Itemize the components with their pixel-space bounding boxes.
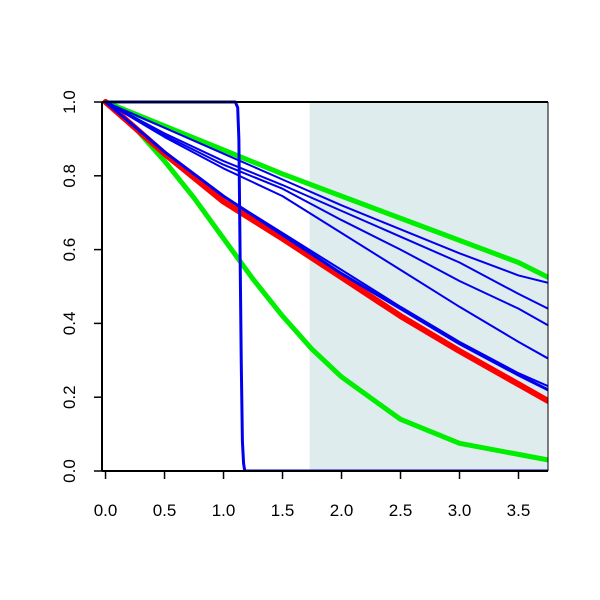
- series-line-8: [104, 101, 548, 310]
- x-tick-label: 3.5: [507, 501, 531, 520]
- series-layer: [102, 99, 548, 471]
- series-line-9: [104, 101, 548, 284]
- x-tick-label: 0.5: [153, 501, 177, 520]
- y-tick-label: 1.0: [60, 90, 79, 114]
- y-tick-label: 0.8: [60, 164, 79, 188]
- x-tick-label: 0.0: [94, 501, 118, 520]
- series-line-1: [103, 99, 548, 280]
- y-tick-label: 0.4: [60, 312, 79, 336]
- x-tick-label: 3.0: [448, 501, 472, 520]
- x-tick-label: 2.5: [389, 501, 413, 520]
- series-line-2: [103, 99, 548, 463]
- y-tick-label: 0.2: [60, 385, 79, 409]
- series-line-6: [104, 101, 548, 360]
- series-line-7: [104, 101, 548, 327]
- series-line-3: [102, 99, 548, 404]
- x-tick-label: 2.0: [330, 501, 354, 520]
- x-tick-label: 1.0: [212, 501, 236, 520]
- axes-layer: 0.0 0.5 1.0 1.5 2.0 2.5 3.0 3.5 0.0 0.2 0.4 0.6 0.8 1…: [60, 90, 549, 520]
- x-tick-label: 1.5: [271, 501, 295, 520]
- series-line-5: [104, 101, 548, 388]
- y-tick-label: 0.6: [60, 238, 79, 262]
- y-tick-label: 0.0: [60, 459, 79, 483]
